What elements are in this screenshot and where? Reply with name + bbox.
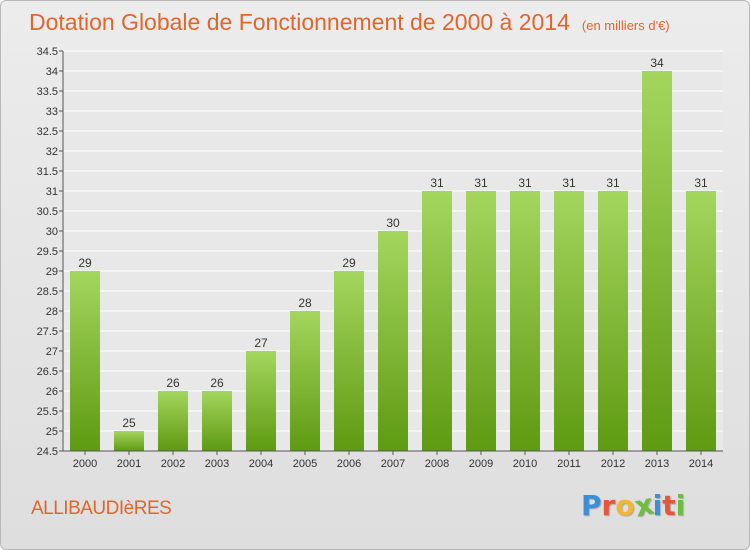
y-tick-label: 26.5 — [37, 366, 58, 378]
data-label: 31 — [518, 176, 532, 190]
bar — [686, 191, 716, 451]
data-label: 28 — [298, 296, 312, 310]
data-label: 27 — [254, 336, 268, 350]
proxiti-logo: Proxiti — [581, 487, 686, 523]
data-label: 31 — [606, 176, 620, 190]
x-tick-label: 2009 — [469, 458, 493, 470]
x-tick-label: 2005 — [293, 458, 317, 470]
data-label: 31 — [562, 176, 576, 190]
y-tick-label: 26 — [46, 386, 58, 398]
chart-title: Dotation Globale de Fonctionnement de 20… — [29, 9, 670, 36]
y-tick-label: 24.5 — [37, 446, 58, 458]
data-label: 30 — [386, 216, 400, 230]
bar — [378, 231, 408, 451]
y-tick-label: 34.5 — [37, 46, 58, 58]
y-tick-label: 31.5 — [37, 166, 58, 178]
logo-letter: i — [675, 489, 686, 522]
bar — [202, 391, 232, 451]
data-label: 31 — [474, 176, 488, 190]
chart-title-text: Dotation Globale de Fonctionnement de 20… — [29, 9, 570, 35]
y-tick-label: 27.5 — [37, 326, 58, 338]
x-tick-label: 2006 — [337, 458, 361, 470]
data-label: 29 — [342, 256, 356, 270]
logo-letter: t — [662, 489, 676, 522]
y-tick-label: 34 — [46, 66, 58, 78]
x-tick-label: 2001 — [117, 458, 141, 470]
bar — [422, 191, 452, 451]
logo-letter: i — [652, 489, 663, 522]
data-label: 34 — [650, 56, 664, 70]
x-tick-label: 2007 — [381, 458, 405, 470]
logo-letter: r — [601, 489, 616, 522]
y-tick-label: 32.5 — [37, 126, 58, 138]
logo-letter: o — [615, 489, 635, 522]
bar — [642, 71, 672, 451]
x-tick-label: 2014 — [689, 458, 713, 470]
bar — [158, 391, 188, 451]
chart-subtitle: (en milliers d'€) — [581, 18, 670, 33]
bar — [598, 191, 628, 451]
commune-name: ALLIBAUDIèRES — [31, 498, 172, 519]
bar — [510, 191, 540, 451]
y-tick-label: 28 — [46, 306, 58, 318]
y-tick-label: 32 — [46, 146, 58, 158]
logo-letter: P — [581, 489, 602, 522]
data-label: 29 — [78, 256, 92, 270]
x-tick-label: 2003 — [205, 458, 229, 470]
x-tick-label: 2012 — [601, 458, 625, 470]
y-tick-label: 27 — [46, 346, 58, 358]
bar — [70, 271, 100, 451]
y-tick-label: 25 — [46, 426, 58, 438]
data-label: 31 — [430, 176, 444, 190]
y-tick-label: 33 — [46, 106, 58, 118]
x-tick-label: 2010 — [513, 458, 537, 470]
bar — [290, 311, 320, 451]
x-tick-label: 2008 — [425, 458, 449, 470]
bar — [554, 191, 584, 451]
y-tick-label: 30.5 — [37, 206, 58, 218]
y-tick-label: 29.5 — [37, 246, 58, 258]
bar — [114, 431, 144, 451]
x-tick-label: 2000 — [73, 458, 97, 470]
y-tick-label: 33.5 — [37, 86, 58, 98]
x-tick-label: 2004 — [249, 458, 273, 470]
x-tick-label: 2013 — [645, 458, 669, 470]
data-label: 31 — [694, 176, 708, 190]
data-label: 25 — [122, 416, 136, 430]
y-tick-label: 30 — [46, 226, 58, 238]
y-tick-label: 25.5 — [37, 406, 58, 418]
data-label: 26 — [210, 376, 224, 390]
y-tick-label: 28.5 — [37, 286, 58, 298]
x-tick-label: 2002 — [161, 458, 185, 470]
y-tick-label: 31 — [46, 186, 58, 198]
data-label: 26 — [166, 376, 180, 390]
y-tick-label: 29 — [46, 266, 58, 278]
bar — [246, 351, 276, 451]
bar — [334, 271, 364, 451]
bar — [466, 191, 496, 451]
x-tick-label: 2011 — [557, 458, 581, 470]
